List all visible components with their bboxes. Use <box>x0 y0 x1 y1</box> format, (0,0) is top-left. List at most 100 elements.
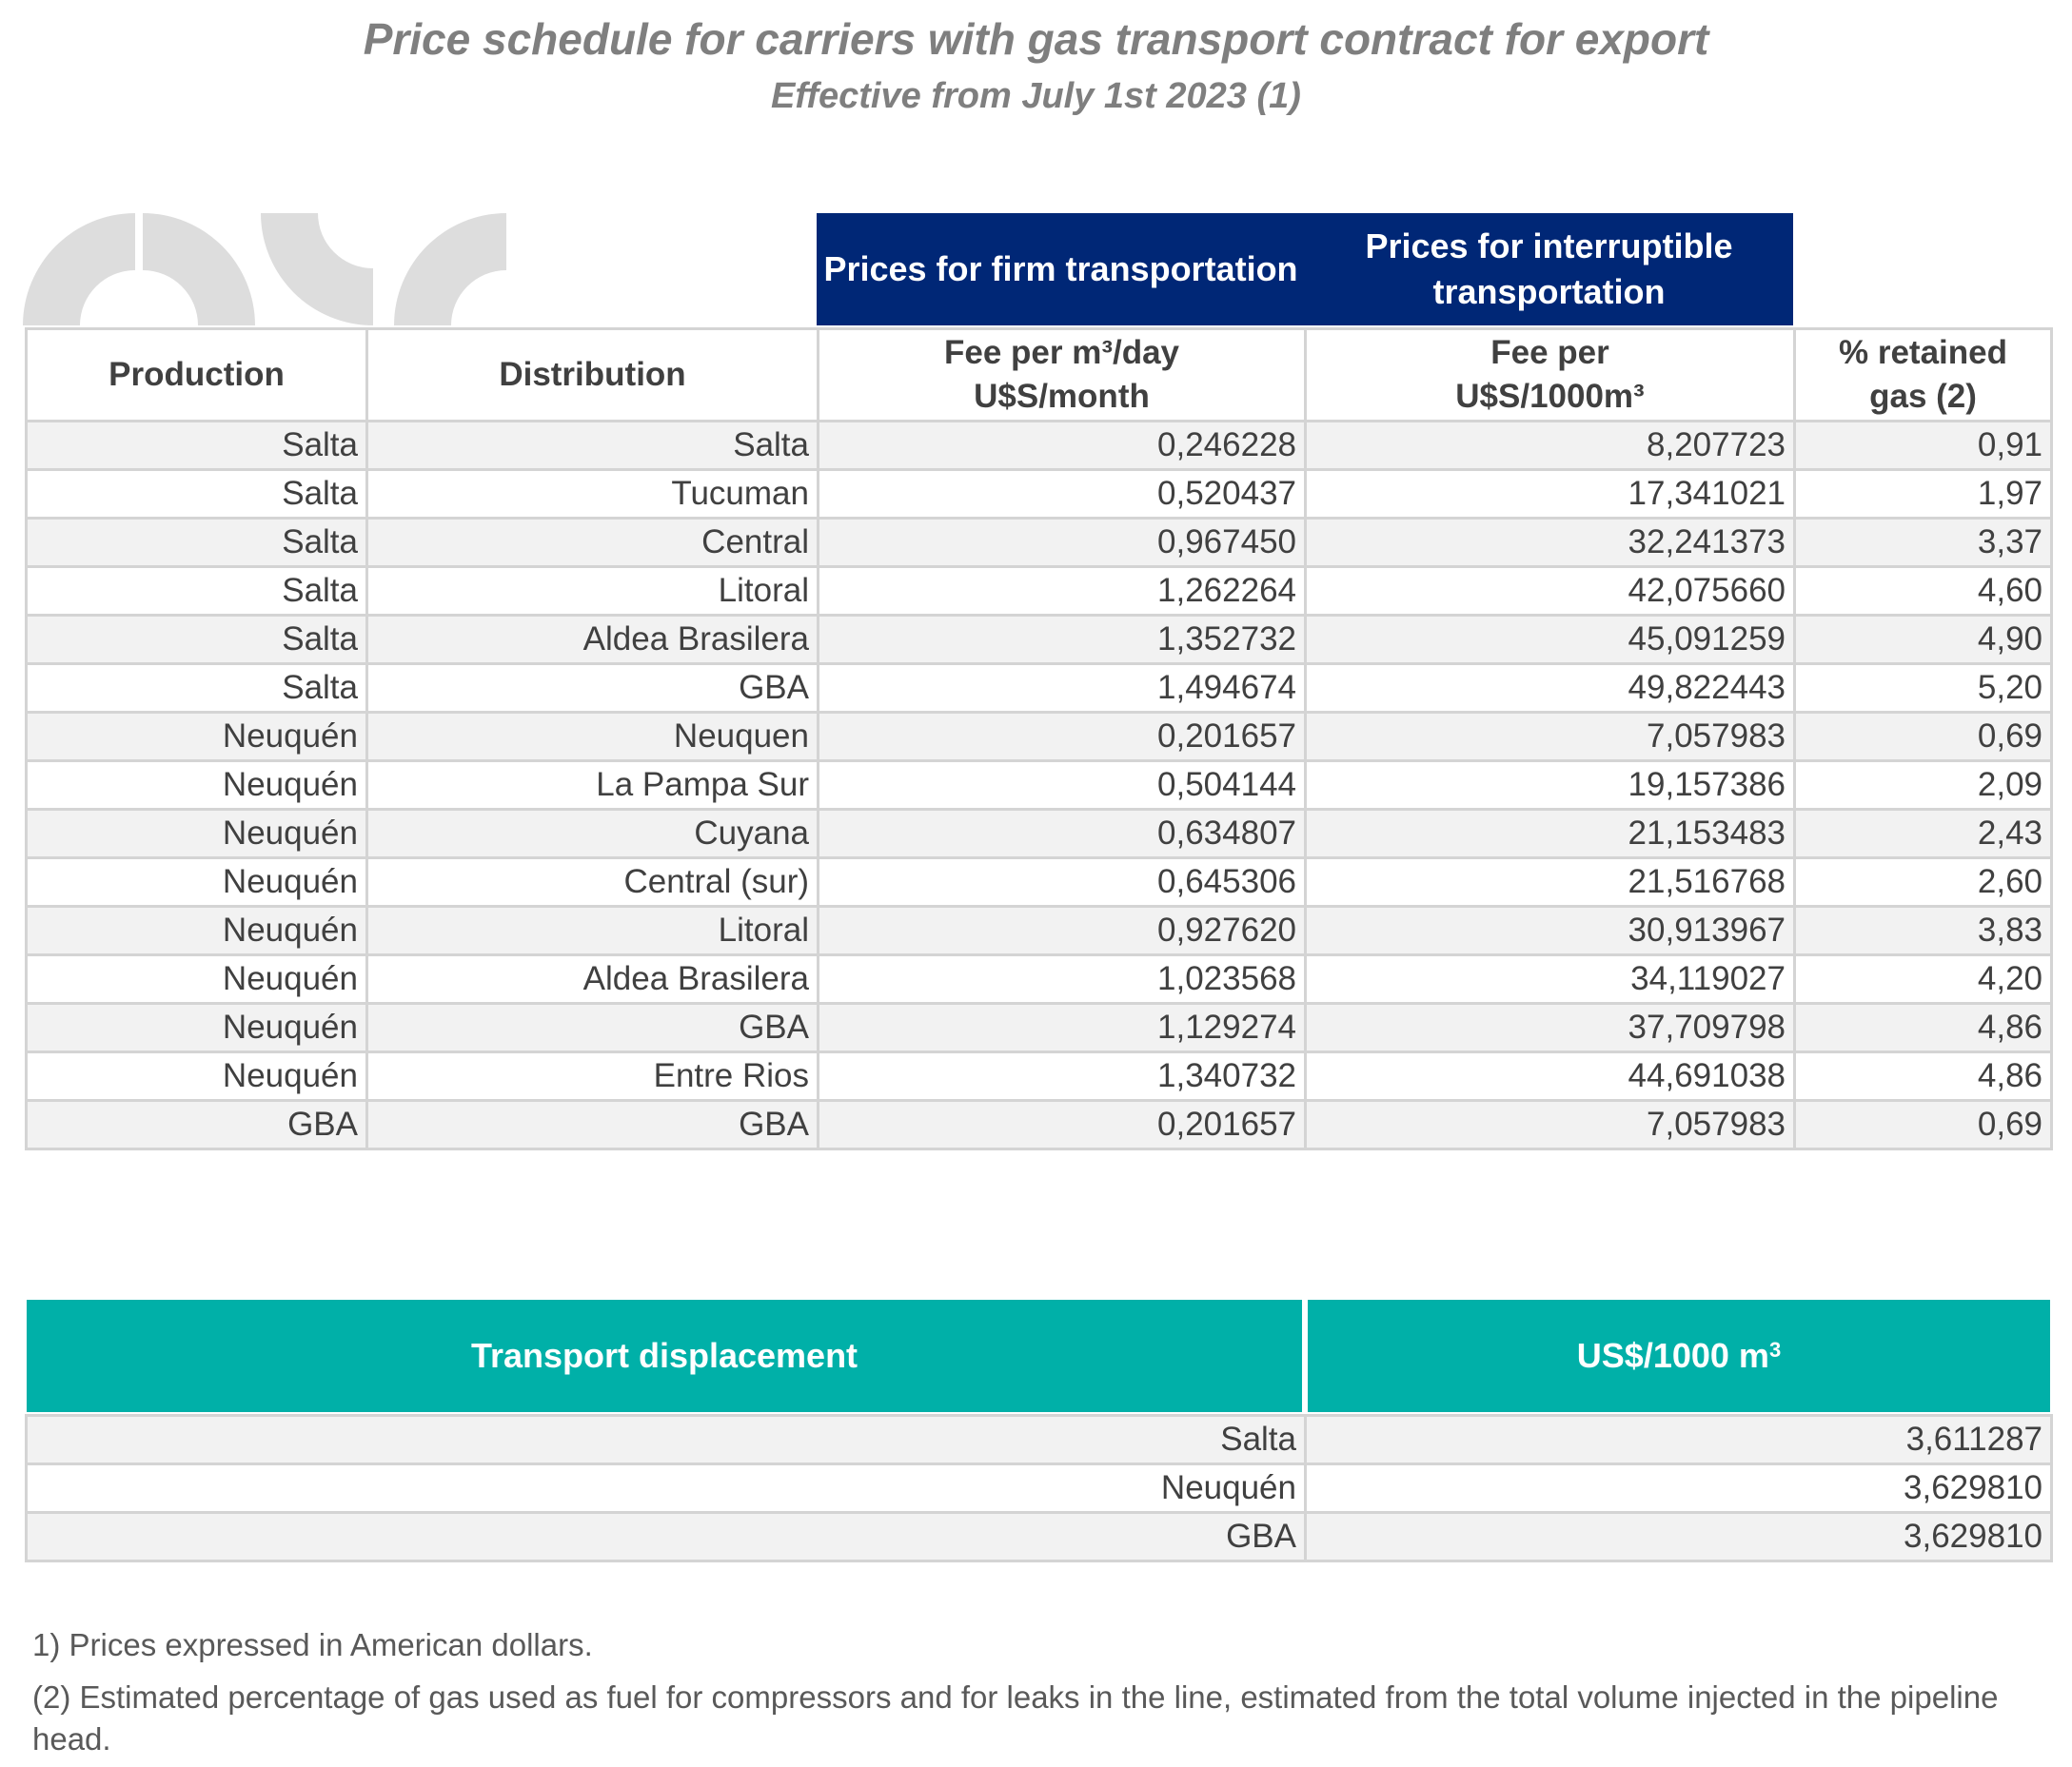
firm-fee-header-line1: Fee per m³/day <box>943 334 1180 371</box>
retained-gas-cell: 2,60 <box>1793 856 2053 908</box>
firm-fee-cell: 0,520437 <box>817 468 1307 520</box>
interruptible-fee-cell: 44,691038 <box>1304 1050 1796 1102</box>
production-cell: Neuquén <box>25 856 368 908</box>
retained-gas-cell: 1,97 <box>1793 468 2053 520</box>
firm-fee-cell: 0,504144 <box>817 759 1307 811</box>
retained-gas-cell: 5,20 <box>1793 662 2053 714</box>
interruptible-group-header: Prices for interruptible transportation <box>1365 226 1733 311</box>
displacement-unit-text: US$/1000 m <box>1576 1336 1769 1375</box>
firm-fee-header: Fee per m³/day U$S/month <box>817 327 1307 422</box>
distribution-cell: Central <box>365 517 819 568</box>
displacement-value-cell: 3,629810 <box>1304 1511 2053 1562</box>
retained-gas-cell: 4,90 <box>1793 614 2053 665</box>
retained-gas-cell: 4,20 <box>1793 953 2053 1005</box>
production-cell: Neuquén <box>25 1002 368 1053</box>
production-header: Production <box>25 327 368 422</box>
displacement-unit-superscript: 3 <box>1768 1338 1782 1362</box>
distribution-cell: Neuquen <box>365 711 819 762</box>
firm-fee-cell: 0,967450 <box>817 517 1307 568</box>
firm-fee-cell: 1,494674 <box>817 662 1307 714</box>
displacement-table: Salta 3,611287 Neuquén 3,629810 GBA 3,629810 <box>25 1414 2053 1562</box>
distribution-cell: GBA <box>365 1002 819 1053</box>
interruptible-fee-cell: 8,207723 <box>1304 420 1796 471</box>
interruptible-fee-cell: 32,241373 <box>1304 517 1796 568</box>
footnote-1: 1) Prices expressed in American dollars. <box>32 1627 593 1662</box>
production-cell: GBA <box>25 1099 368 1150</box>
table-row: Neuquén Neuquen 0,201657 7,057983 0,69 <box>25 711 2053 762</box>
firm-fee-cell: 1,129274 <box>817 1002 1307 1053</box>
firm-fee-cell: 0,201657 <box>817 1099 1307 1150</box>
production-cell: Salta <box>25 614 368 665</box>
distribution-cell: Tucuman <box>365 468 819 520</box>
distribution-cell: Aldea Brasilera <box>365 614 819 665</box>
distribution-cell: Litoral <box>365 565 819 617</box>
distribution-header: Distribution <box>365 327 819 422</box>
firm-fee-header-line2: U$S/month <box>974 378 1150 415</box>
firm-fee-cell: 1,023568 <box>817 953 1307 1005</box>
retained-gas-cell: 0,91 <box>1793 420 2053 471</box>
table-row: Salta Aldea Brasilera 1,352732 45,091259 4,9… <box>25 614 2053 665</box>
table-row: GBA GBA 0,201657 7,057983 0,69 <box>25 1099 2053 1150</box>
interruptible-fee-cell: 17,341021 <box>1304 468 1796 520</box>
firm-fee-cell: 0,927620 <box>817 905 1307 956</box>
production-cell: Salta <box>25 565 368 617</box>
firm-fee-cell: 0,634807 <box>817 808 1307 859</box>
firm-fee-cell: 0,201657 <box>817 711 1307 762</box>
table-row: Neuquén GBA 1,129274 37,709798 4,86 <box>25 1002 2053 1053</box>
distribution-cell: Salta <box>365 420 819 471</box>
retained-gas-header-line1: % retained <box>1839 334 2007 371</box>
production-cell: Salta <box>25 468 368 520</box>
retained-gas-cell: 0,69 <box>1793 711 2053 762</box>
displacement-name-cell: Salta <box>25 1414 1307 1465</box>
table-row: Neuquén Aldea Brasilera 1,023568 34,119027 4… <box>25 953 2053 1005</box>
interruptible-fee-cell: 19,157386 <box>1304 759 1796 811</box>
interruptible-fee-header-line2: U$S/1000m³ <box>1455 378 1645 415</box>
production-cell: Neuquén <box>25 711 368 762</box>
retained-gas-cell: 4,86 <box>1793 1002 2053 1053</box>
production-cell: Salta <box>25 420 368 471</box>
table-row: Salta Litoral 1,262264 42,075660 4,60 <box>25 565 2053 617</box>
table-row: Neuquén La Pampa Sur 0,504144 19,157386 2,09 <box>25 759 2053 811</box>
table-row: Neuquén Litoral 0,927620 30,913967 3,83 <box>25 905 2053 956</box>
page-title: Price schedule for carriers with gas tra… <box>363 14 1709 64</box>
price-table-header: Production Distribution Fee per m³/day U… <box>25 327 2053 422</box>
displacement-name-cell: Neuquén <box>25 1463 1307 1514</box>
retained-gas-cell: 3,37 <box>1793 517 2053 568</box>
distribution-cell: Entre Rios <box>365 1050 819 1102</box>
interruptible-fee-cell: 49,822443 <box>1304 662 1796 714</box>
displacement-value-cell: 3,611287 <box>1304 1414 2053 1465</box>
distribution-cell: Central (sur) <box>365 856 819 908</box>
firm-fee-cell: 1,262264 <box>817 565 1307 617</box>
price-group-header: Prices for firm transportation Prices fo… <box>817 213 1793 325</box>
distribution-cell: Aldea Brasilera <box>365 953 819 1005</box>
distribution-cell: GBA <box>365 662 819 714</box>
interruptible-fee-cell: 42,075660 <box>1304 565 1796 617</box>
interruptible-fee-cell: 30,913967 <box>1304 905 1796 956</box>
displacement-row: Salta 3,611287 <box>25 1414 2053 1465</box>
firm-fee-cell: 1,340732 <box>817 1050 1307 1102</box>
retained-gas-cell: 4,86 <box>1793 1050 2053 1102</box>
page-subtitle: Effective from July 1st 2023 (1) <box>771 76 1301 116</box>
retained-gas-cell: 0,69 <box>1793 1099 2053 1150</box>
company-logo-icon <box>23 213 506 325</box>
table-row: Neuquén Central (sur) 0,645306 21,516768 2,6… <box>25 856 2053 908</box>
table-row: Neuquén Entre Rios 1,340732 44,691038 4,86 <box>25 1050 2053 1102</box>
retained-gas-header-line2: gas (2) <box>1869 378 1977 415</box>
firm-group-header: Prices for firm transportation <box>823 249 1298 288</box>
production-cell: Salta <box>25 662 368 714</box>
retained-gas-header: % retained gas (2) <box>1793 327 2053 422</box>
firm-fee-cell: 0,645306 <box>817 856 1307 908</box>
displacement-value-cell: 3,629810 <box>1304 1463 2053 1514</box>
production-cell: Neuquén <box>25 953 368 1005</box>
distribution-cell: Cuyana <box>365 808 819 859</box>
interruptible-fee-header: Fee per U$S/1000m³ <box>1304 327 1796 422</box>
production-cell: Salta <box>25 517 368 568</box>
retained-gas-cell: 2,43 <box>1793 808 2053 859</box>
interruptible-fee-cell: 7,057983 <box>1304 711 1796 762</box>
distribution-cell: Litoral <box>365 905 819 956</box>
displacement-label-header: Transport displacement <box>27 1300 1302 1412</box>
interruptible-fee-cell: 21,516768 <box>1304 856 1796 908</box>
firm-fee-cell: 0,246228 <box>817 420 1307 471</box>
table-row: Salta Central 0,967450 32,241373 3,37 <box>25 517 2053 568</box>
